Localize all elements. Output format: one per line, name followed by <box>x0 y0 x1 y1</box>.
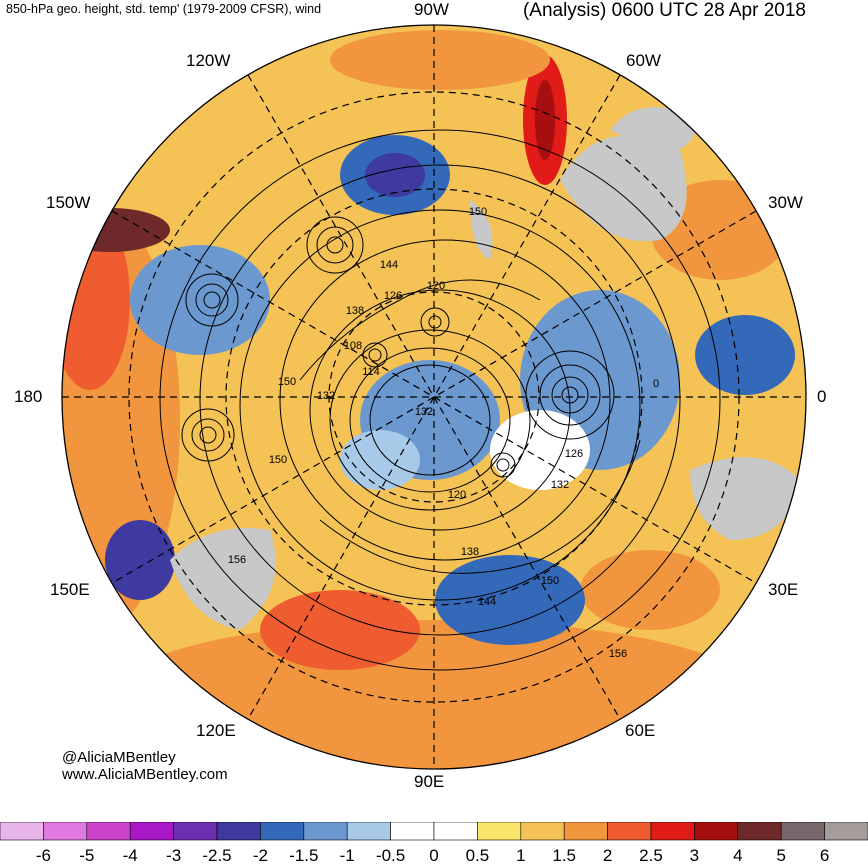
lon-label-60w: 60W <box>626 51 661 70</box>
lon-label-90e: 90E <box>414 772 445 791</box>
colorbar-label: -2.5 <box>202 846 231 865</box>
colorbar-label: -2 <box>253 846 268 865</box>
credit-handle: @AliciaMBentley <box>62 749 176 766</box>
contour-label: 144 <box>380 259 398 271</box>
colorbar-label: 1.5 <box>552 846 576 865</box>
lon-label-120w: 120W <box>186 51 231 70</box>
colorbar-swatch <box>173 822 218 841</box>
colorbar-label: 3 <box>690 846 699 865</box>
graticule <box>62 25 806 769</box>
colorbar-swatch <box>520 822 565 841</box>
colorbar-swatch <box>737 822 782 841</box>
contour-label: 150 <box>541 575 559 587</box>
temperature-anomaly-field <box>62 25 806 769</box>
contour-label: 138 <box>461 546 479 558</box>
contour-label: 126 <box>565 448 583 460</box>
colorbar-label: 6 <box>820 846 829 865</box>
colorbar-swatch <box>216 822 261 841</box>
colorbar-label: 4 <box>733 846 742 865</box>
colorbar-swatch <box>650 822 695 841</box>
credit-url: www.AliciaMBentley.com <box>62 766 228 783</box>
colorbar-label: -5 <box>79 846 94 865</box>
colorbar-label: -1 <box>340 846 355 865</box>
lon-label-150w: 150W <box>46 193 91 212</box>
contour-label: 132 <box>551 479 569 491</box>
colorbar-swatch <box>0 822 44 841</box>
colorbar-swatch <box>303 822 348 841</box>
colorbar-label: -0.5 <box>376 846 405 865</box>
colorbar-swatch <box>477 822 522 841</box>
contour-label: 132 <box>317 390 335 402</box>
colorbar: -6 -5 -4 -3 -2.5 -2 -1.5 -1 -0.5 0 0.5 1 1.5 2 2.5 3 4 5 6 <box>0 822 868 865</box>
contour-label: 156 <box>609 648 627 660</box>
colorbar-label: 5 <box>776 846 785 865</box>
lon-label-120e: 120E <box>196 721 236 740</box>
contour-label: 150 <box>278 376 296 388</box>
colorbar-label: 0.5 <box>466 846 490 865</box>
colorbar-swatch <box>86 822 131 841</box>
contour-label: 138 <box>346 305 364 317</box>
map-boundary <box>61 24 807 770</box>
height-contours <box>159 129 721 671</box>
colorbar-swatch <box>780 822 825 841</box>
colorbar-label: 2.5 <box>639 846 663 865</box>
contour-label: 0 <box>653 378 659 390</box>
colorbar-swatch <box>346 822 391 841</box>
lon-label-30e: 30E <box>768 580 799 599</box>
colorbar-swatch <box>563 822 608 841</box>
contour-label: 120 <box>427 280 445 292</box>
colorbar-swatch <box>433 822 478 841</box>
colorbar-swatch <box>607 822 652 841</box>
contour-label: 120 <box>448 489 466 501</box>
lon-label-60e: 60E <box>625 721 656 740</box>
contour-label: 156 <box>228 554 246 566</box>
colorbar-swatch <box>129 822 174 841</box>
contour-label: 108 <box>344 340 362 352</box>
lon-label-90w: 90W <box>414 0 449 19</box>
contour-label: 114 <box>362 366 380 378</box>
lon-label-30w: 30W <box>768 193 803 212</box>
contour-label: 144 <box>478 596 496 608</box>
contour-label: 150 <box>469 206 487 218</box>
valid-time-title: (Analysis) 0600 UTC 28 Apr 2018 <box>522 0 806 21</box>
contour-label: 132 <box>415 406 433 418</box>
lon-label-0: 0 <box>817 387 827 406</box>
colorbar-label: 0 <box>429 846 438 865</box>
contour-label-group: 150 144 120 126 138 108 114 150 132 132 0 150 126 132… <box>228 206 659 660</box>
colorbar-label: -4 <box>123 846 138 865</box>
colorbar-label: 2 <box>603 846 612 865</box>
colorbar-swatch <box>694 822 739 841</box>
contour-label: 126 <box>384 290 402 302</box>
contour-label: 150 <box>269 454 287 466</box>
colorbar-label: 1 <box>516 846 525 865</box>
colorbar-label: -1.5 <box>289 846 318 865</box>
colorbar-label: -6 <box>36 846 51 865</box>
map-title: 850-hPa geo. height, std. temp' (1979-20… <box>6 2 322 16</box>
lon-label-150e: 150E <box>50 580 90 599</box>
colorbar-swatch <box>824 822 868 841</box>
polar-map: 150 144 120 126 138 108 114 150 132 132 0 150 126 132… <box>61 24 807 770</box>
colorbar-swatch <box>390 822 435 841</box>
lon-label-180: 180 <box>14 387 43 406</box>
colorbar-swatch <box>43 822 88 841</box>
colorbar-label: -3 <box>166 846 181 865</box>
colorbar-swatch <box>260 822 305 841</box>
